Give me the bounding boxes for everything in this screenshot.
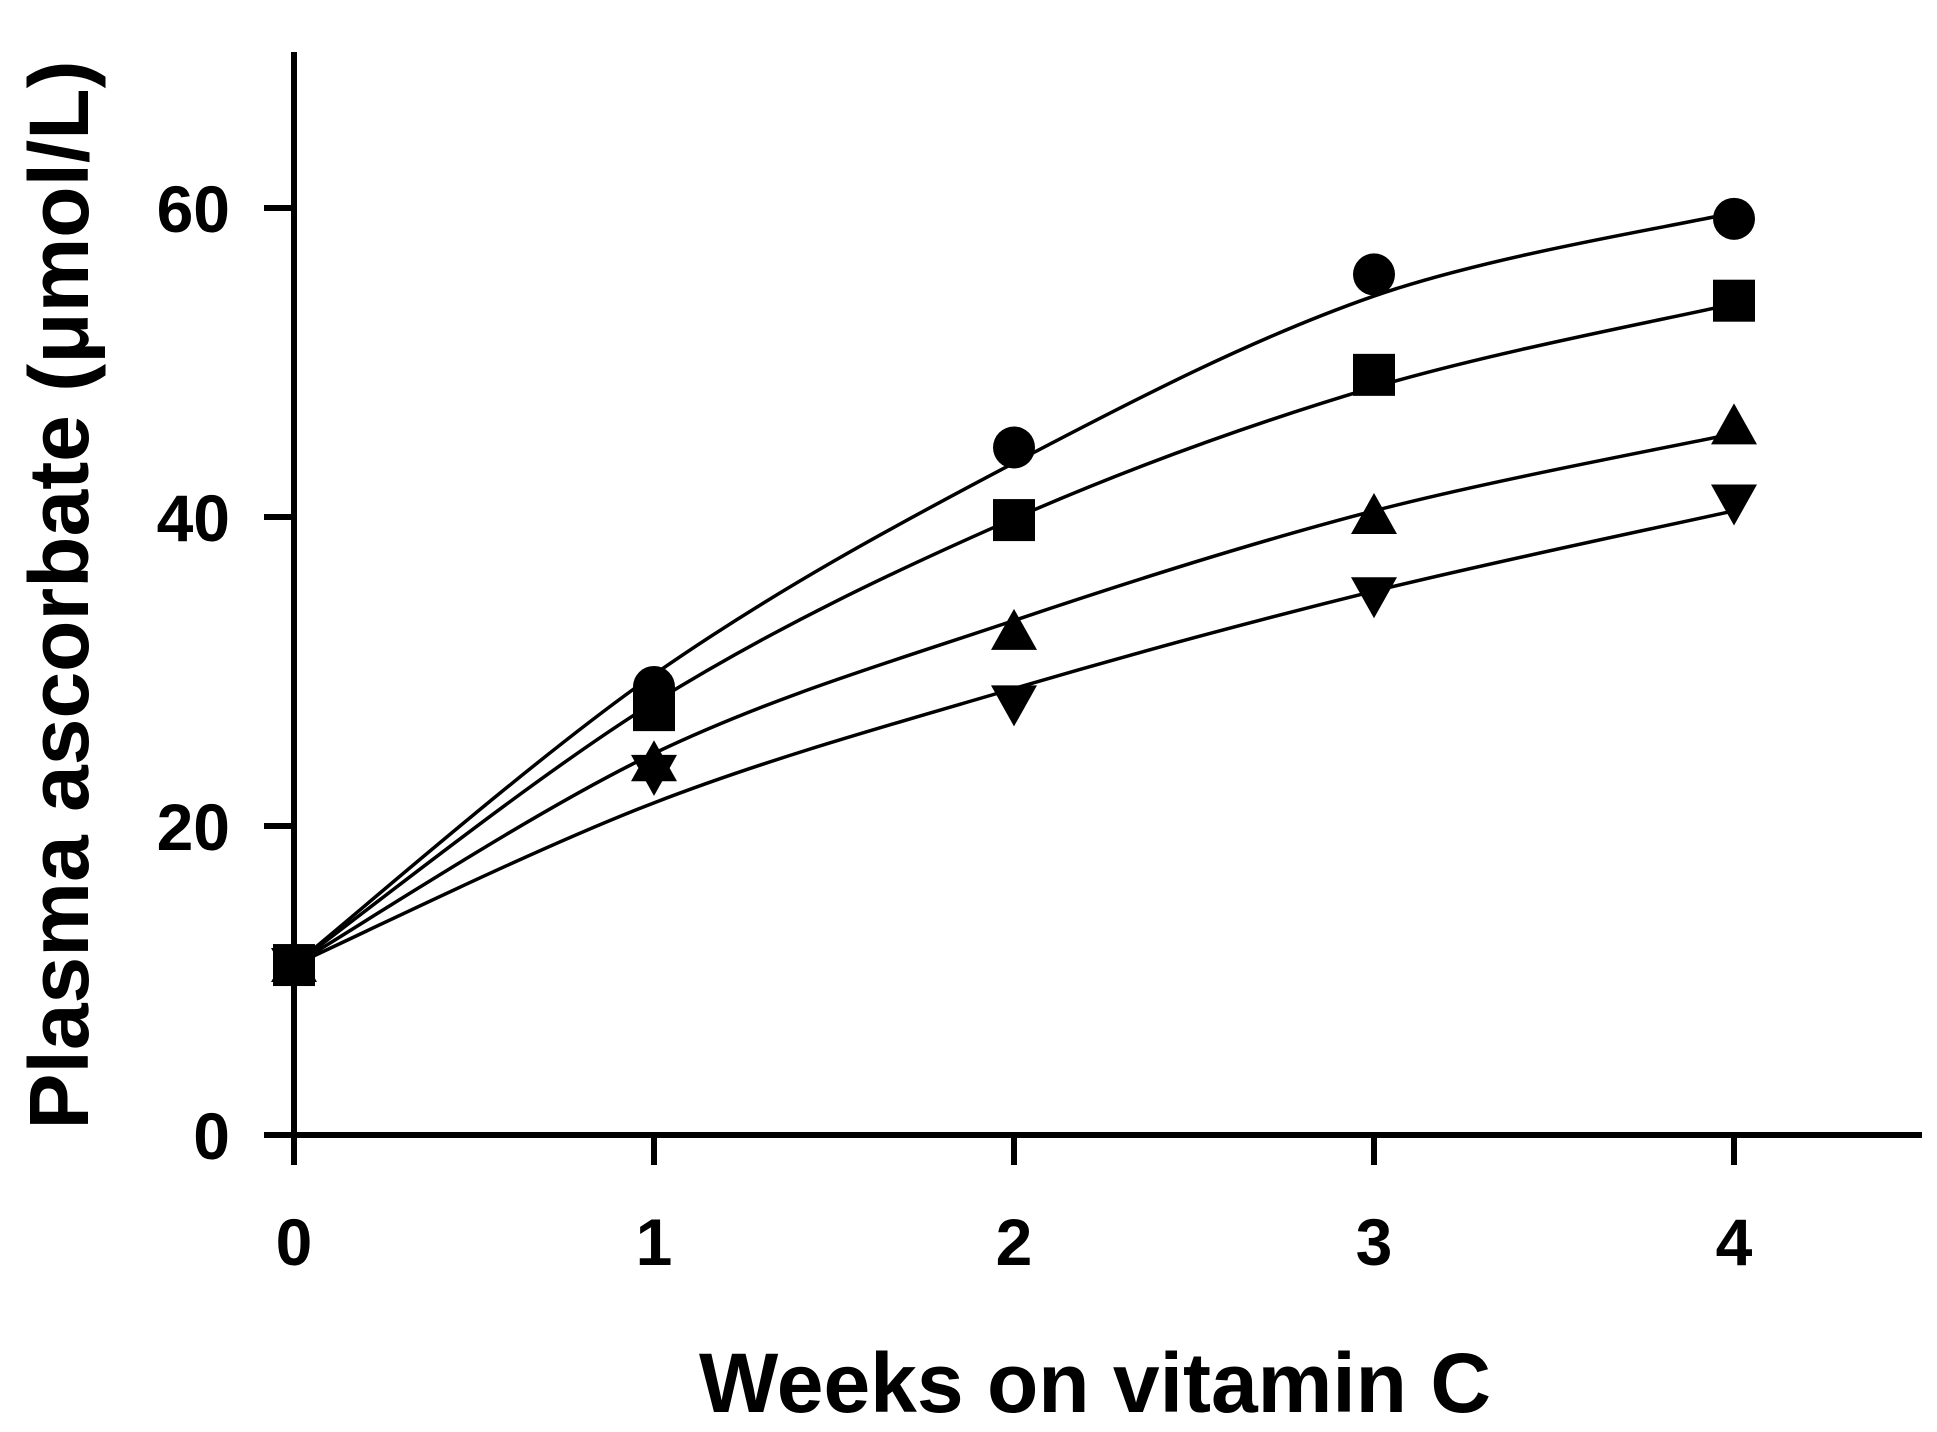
y-tick-label: 0 (193, 1099, 230, 1173)
x-tick-label: 2 (996, 1205, 1033, 1279)
marker-triangle-up (631, 740, 677, 782)
marker-triangle-up (1351, 493, 1397, 534)
marker-square (993, 499, 1035, 542)
y-axis-title: Plasma ascorbate (μmol/L) (12, 60, 106, 1129)
x-tick-label: 3 (1356, 1205, 1393, 1279)
marker-triangle-up (1711, 403, 1757, 445)
y-tick-label: 60 (157, 172, 230, 246)
marker-triangle-down (1711, 484, 1757, 526)
marker-circle (633, 665, 675, 708)
marker-circle (1353, 253, 1395, 296)
fit-curve-triangle-down (293, 509, 1735, 967)
marker-circle (993, 426, 1035, 469)
y-tick-label: 40 (157, 481, 230, 555)
marker-circle (273, 944, 315, 987)
marker-triangle-down (1351, 577, 1397, 619)
fit-curves (292, 210, 1735, 967)
marker-square (1353, 353, 1395, 396)
marker-circle (1713, 197, 1755, 240)
marker-triangle-up (991, 608, 1037, 650)
x-tick-label: 0 (276, 1205, 313, 1279)
x-axis-title: Weeks on vitamin C (699, 1336, 1491, 1430)
marker-triangle-down (991, 685, 1037, 727)
x-tick-label: 4 (1716, 1205, 1753, 1279)
marker-square (1713, 279, 1755, 322)
axes (291, 52, 1922, 1138)
markers (271, 197, 1757, 990)
x-tick-label: 1 (636, 1205, 673, 1279)
fit-curve-circle (292, 210, 1735, 967)
y-tick-label: 20 (157, 790, 230, 864)
